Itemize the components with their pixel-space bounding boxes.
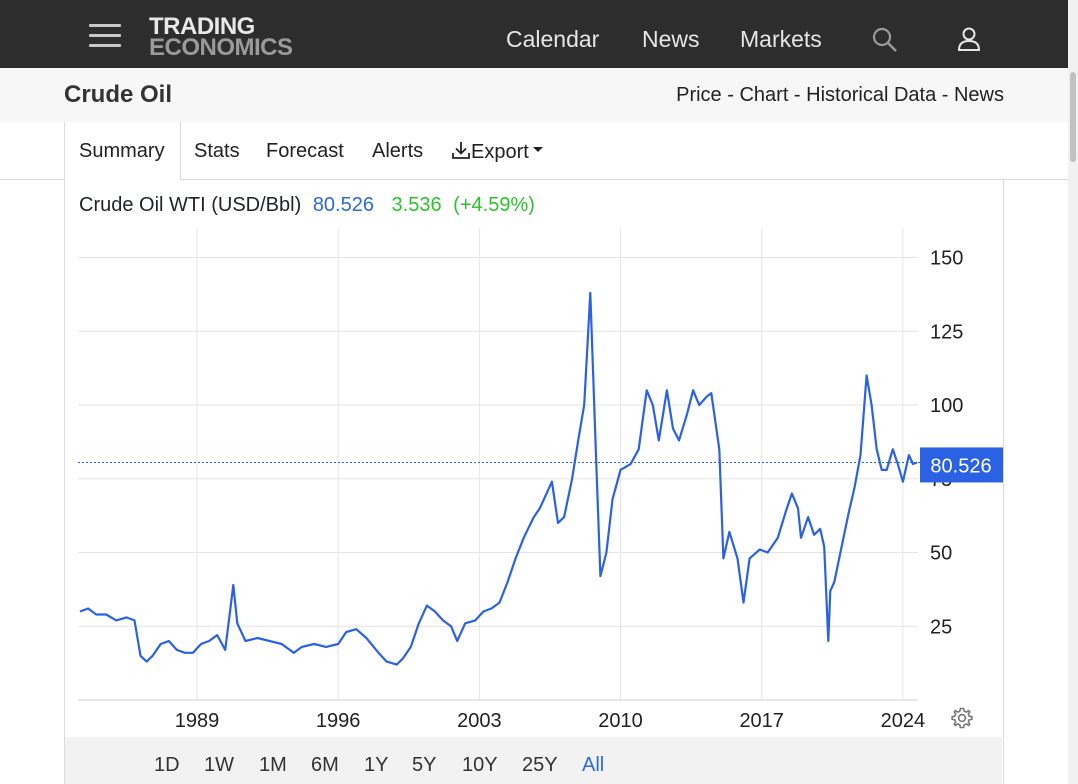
- instrument-name: Crude Oil WTI (USD/Bbl): [79, 194, 302, 216]
- historical-data-link[interactable]: Historical Data: [806, 84, 937, 106]
- page-scrollbar[interactable]: [1068, 0, 1078, 784]
- separator: -: [788, 84, 807, 106]
- logo-line-1: TRADING: [149, 13, 255, 40]
- user-icon[interactable]: [957, 26, 981, 57]
- section-links: Price - Chart - Historical Data - News: [676, 84, 1004, 107]
- quote-header: Crude Oil WTI (USD/Bbl) 80.526 3.536 (+4…: [79, 194, 535, 217]
- x-tick-label: 2010: [598, 710, 643, 732]
- quote-change-percent: (+4.59%): [453, 194, 535, 216]
- tab-alerts[interactable]: Alerts: [372, 140, 424, 162]
- separator: -: [936, 84, 954, 106]
- tab-bar: Summary Stats Forecast Alerts Export: [0, 122, 1068, 180]
- tab-summary[interactable]: Summary: [79, 140, 165, 162]
- download-icon: [452, 142, 470, 159]
- nav-news-link[interactable]: News: [642, 26, 700, 52]
- search-icon[interactable]: [872, 27, 898, 58]
- page-header: Crude Oil Price - Chart - Historical Dat…: [0, 68, 1068, 123]
- y-tick-label: 100: [930, 395, 963, 417]
- period-25y[interactable]: 25Y: [522, 754, 558, 776]
- period-1y[interactable]: 1Y: [364, 754, 389, 776]
- caret-down-icon: [532, 147, 543, 152]
- quote-price: 80.526: [312, 194, 374, 216]
- y-tick-label: 150: [930, 248, 963, 270]
- period-all[interactable]: All: [582, 754, 605, 776]
- price-link[interactable]: Price: [676, 84, 722, 106]
- separator: -: [721, 84, 740, 106]
- last-price-tag: [920, 447, 1003, 483]
- period-selector: 1D 1W 1M 6M 1Y 5Y 10Y 25Y All: [65, 737, 1002, 784]
- page-title: Crude Oil: [64, 81, 173, 108]
- price-series-line: [79, 291, 918, 666]
- menu-icon[interactable]: [89, 24, 121, 48]
- chart-panel: [64, 179, 1004, 784]
- tab-export[interactable]: Export: [451, 140, 544, 164]
- period-10y[interactable]: 10Y: [462, 754, 498, 776]
- chart-link[interactable]: Chart: [739, 84, 789, 106]
- y-tick-label: 50: [930, 543, 952, 565]
- period-5y[interactable]: 5Y: [412, 754, 437, 776]
- top-navbar: TRADING ECONOMICS Calendar News Markets: [0, 0, 1068, 68]
- y-tick-label: 125: [930, 321, 963, 343]
- period-1m[interactable]: 1M: [259, 754, 287, 776]
- tab-forecast[interactable]: Forecast: [266, 140, 344, 162]
- period-1w[interactable]: 1W: [204, 754, 234, 776]
- site-logo[interactable]: TRADING ECONOMICS: [149, 13, 293, 61]
- x-tick-label: 1996: [316, 710, 361, 732]
- x-tick-label: 2017: [739, 710, 784, 732]
- logo-line-2: ECONOMICS: [149, 34, 293, 61]
- last-price-label: 80.526: [930, 455, 991, 477]
- y-tick-label: 25: [930, 616, 952, 638]
- x-tick-label: 2003: [457, 710, 502, 732]
- period-1d[interactable]: 1D: [154, 754, 180, 776]
- x-tick-label: 2024: [881, 710, 926, 732]
- active-tab-indicator: [64, 122, 181, 180]
- nav-markets-link[interactable]: Markets: [740, 26, 822, 52]
- settings-gear-icon[interactable]: [950, 706, 974, 735]
- x-tick-label: 1989: [175, 710, 220, 732]
- news-link[interactable]: News: [953, 84, 1004, 106]
- nav-calendar-link[interactable]: Calendar: [506, 26, 600, 52]
- period-6m[interactable]: 6M: [311, 754, 339, 776]
- tab-stats[interactable]: Stats: [194, 140, 240, 162]
- tab-export-label: Export: [471, 141, 529, 163]
- quote-change: 3.536: [391, 194, 442, 216]
- scrollbar-thumb[interactable]: [1070, 72, 1076, 162]
